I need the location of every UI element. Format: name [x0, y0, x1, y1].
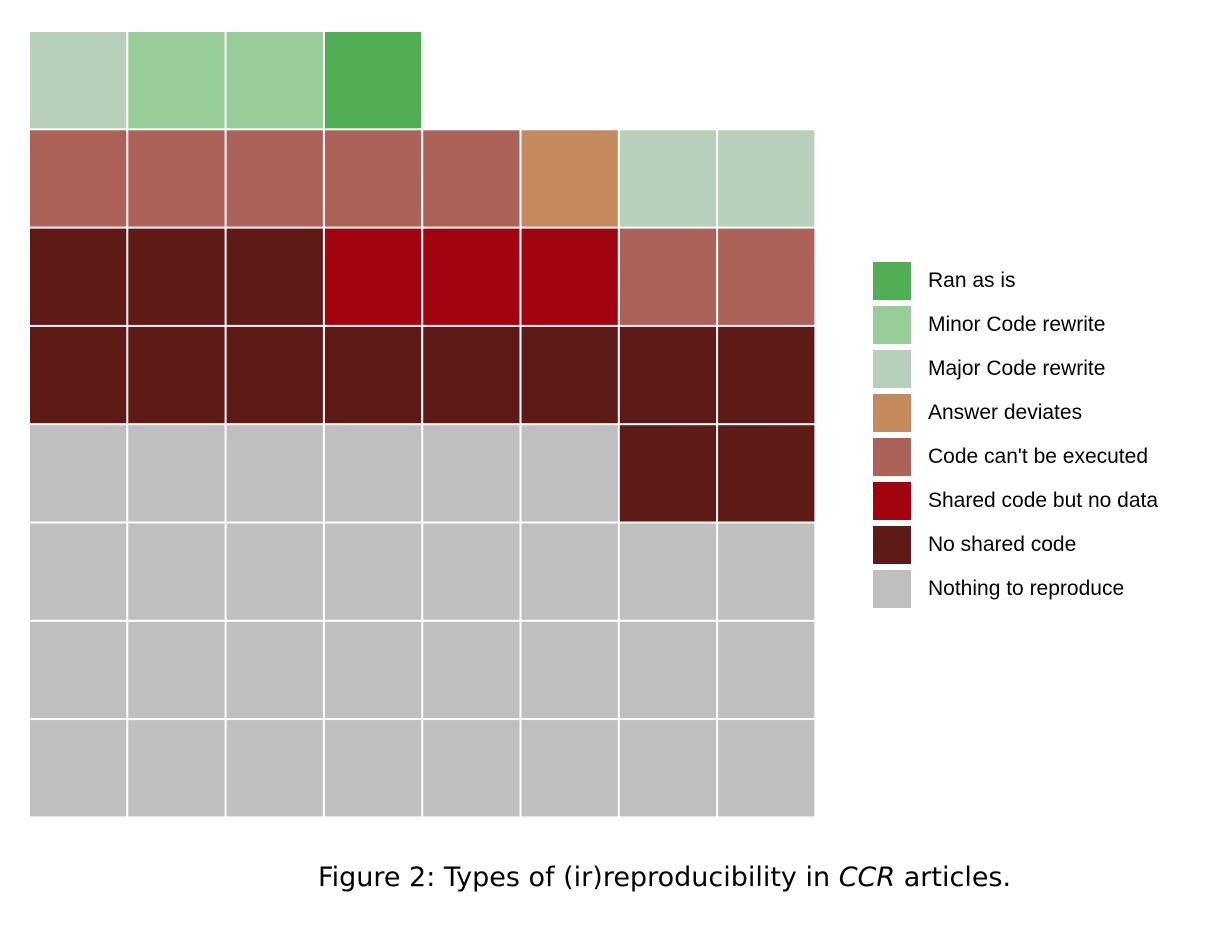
waffle-cell-major-r1-c6 — [619, 130, 717, 227]
legend-swatch-minor — [873, 306, 911, 344]
waffle-cell-nothing-r7-c1 — [128, 720, 225, 817]
waffle-cell-nothing-r6-c1 — [128, 621, 225, 719]
legend-swatch-ran — [873, 262, 911, 300]
waffle-cell-nocode-r3-c0 — [30, 326, 127, 424]
waffle-cell-nodata-r2-c4 — [423, 228, 520, 325]
waffle-cell-nocode-r3-c1 — [128, 326, 225, 424]
waffle-cell-ran-r0-c3 — [324, 32, 422, 129]
legend-item-cantexec: Code can't be executed — [873, 435, 1158, 479]
waffle-cell-nothing-r6-c2 — [226, 621, 323, 719]
legend-label-cantexec: Code can't be executed — [928, 445, 1148, 468]
waffle-cell-nocode-r3-c5 — [521, 326, 618, 424]
waffle-cell-cantexec-r2-c6 — [619, 228, 717, 325]
waffle-cell-nothing-r6-c4 — [423, 621, 520, 719]
waffle-cell-nocode-r4-c6 — [619, 425, 717, 522]
waffle-cell-nothing-r6-c6 — [619, 621, 717, 719]
waffle-cell-nothing-r6-c7 — [718, 621, 815, 719]
legend-label-ran: Ran as is — [928, 269, 1016, 292]
legend: Ran as is Minor Code rewrite Major Code … — [873, 259, 1158, 611]
waffle-cell-nocode-r3-c4 — [423, 326, 520, 424]
waffle-cell-nodata-r2-c3 — [324, 228, 422, 325]
legend-item-minor: Minor Code rewrite — [873, 303, 1158, 347]
waffle-cell-nothing-r5-c7 — [718, 523, 815, 620]
waffle-cell-nothing-r5-c6 — [619, 523, 717, 620]
waffle-cell-nocode-r2-c0 — [30, 228, 127, 325]
figure-caption: Figure 2: Types of (ir)reproducibility i… — [318, 862, 1011, 893]
waffle-cell-nothing-r4-c5 — [521, 425, 618, 522]
waffle-cell-nothing-r4-c4 — [423, 425, 520, 522]
legend-swatch-nodata — [873, 482, 911, 520]
legend-item-major: Major Code rewrite — [873, 347, 1158, 391]
waffle-cell-minor-r0-c2 — [226, 32, 323, 129]
legend-swatch-major — [873, 350, 911, 388]
waffle-cell-cantexec-r2-c7 — [718, 228, 815, 325]
waffle-cell-nothing-r7-c7 — [718, 720, 815, 817]
waffle-cell-nothing-r6-c3 — [324, 621, 422, 719]
legend-item-deviates: Answer deviates — [873, 391, 1158, 435]
legend-swatch-nothing — [873, 570, 911, 608]
waffle-cell-nothing-r7-c3 — [324, 720, 422, 817]
waffle-cell-nodata-r2-c5 — [521, 228, 618, 325]
waffle-cell-cantexec-r1-c3 — [324, 130, 422, 227]
waffle-cell-nocode-r3-c2 — [226, 326, 323, 424]
caption-suffix: articles. — [895, 862, 1012, 893]
legend-swatch-deviates — [873, 394, 911, 432]
waffle-cell-nocode-r2-c2 — [226, 228, 323, 325]
waffle-cell-nothing-r5-c0 — [30, 523, 127, 620]
legend-label-minor: Minor Code rewrite — [928, 313, 1106, 336]
waffle-cell-nothing-r5-c4 — [423, 523, 520, 620]
waffle-cell-nothing-r6-c0 — [30, 621, 127, 719]
legend-item-nothing: Nothing to reproduce — [873, 567, 1158, 611]
waffle-chart — [30, 32, 815, 817]
waffle-cell-nocode-r3-c7 — [718, 326, 815, 424]
legend-item-ran: Ran as is — [873, 259, 1158, 303]
legend-swatch-cantexec — [873, 438, 911, 476]
legend-label-nothing: Nothing to reproduce — [928, 577, 1125, 600]
legend-label-deviates: Answer deviates — [928, 401, 1083, 424]
caption-emphasis: CCR — [838, 862, 896, 893]
waffle-cell-nothing-r7-c6 — [619, 720, 717, 817]
waffle-cell-nocode-r4-c7 — [718, 425, 815, 522]
waffle-cell-major-r1-c7 — [718, 130, 815, 227]
waffle-cell-cantexec-r1-c0 — [30, 130, 127, 227]
waffle-cell-nocode-r3-c6 — [619, 326, 717, 424]
waffle-cell-major-r0-c0 — [30, 32, 127, 129]
waffle-cell-minor-r0-c1 — [128, 32, 225, 129]
waffle-cell-nothing-r5-c2 — [226, 523, 323, 620]
legend-label-major: Major Code rewrite — [928, 357, 1106, 380]
waffle-cell-nothing-r7-c0 — [30, 720, 127, 817]
legend-item-nocode: No shared code — [873, 523, 1158, 567]
waffle-cell-nothing-r4-c3 — [324, 425, 422, 522]
caption-prefix: Figure 2: Types of (ir)reproducibility i… — [318, 862, 839, 893]
legend-label-nodata: Shared code but no data — [928, 489, 1159, 512]
legend-label-nocode: No shared code — [928, 533, 1077, 556]
waffle-cell-nothing-r4-c2 — [226, 425, 323, 522]
legend-item-nodata: Shared code but no data — [873, 479, 1158, 523]
waffle-cell-nothing-r7-c5 — [521, 720, 618, 817]
waffle-cell-nothing-r7-c4 — [423, 720, 520, 817]
waffle-cell-nothing-r6-c5 — [521, 621, 618, 719]
waffle-cell-cantexec-r1-c1 — [128, 130, 225, 227]
waffle-cell-nothing-r5-c3 — [324, 523, 422, 620]
waffle-cell-nothing-r5-c1 — [128, 523, 225, 620]
waffle-cell-cantexec-r1-c2 — [226, 130, 323, 227]
waffle-cell-nocode-r3-c3 — [324, 326, 422, 424]
waffle-cell-nocode-r2-c1 — [128, 228, 225, 325]
waffle-cell-deviates-r1-c5 — [521, 130, 618, 227]
waffle-cell-cantexec-r1-c4 — [423, 130, 520, 227]
waffle-cell-nothing-r7-c2 — [226, 720, 323, 817]
waffle-cell-nothing-r5-c5 — [521, 523, 618, 620]
waffle-cell-nothing-r4-c0 — [30, 425, 127, 522]
legend-swatch-nocode — [873, 526, 911, 564]
waffle-cell-nothing-r4-c1 — [128, 425, 225, 522]
